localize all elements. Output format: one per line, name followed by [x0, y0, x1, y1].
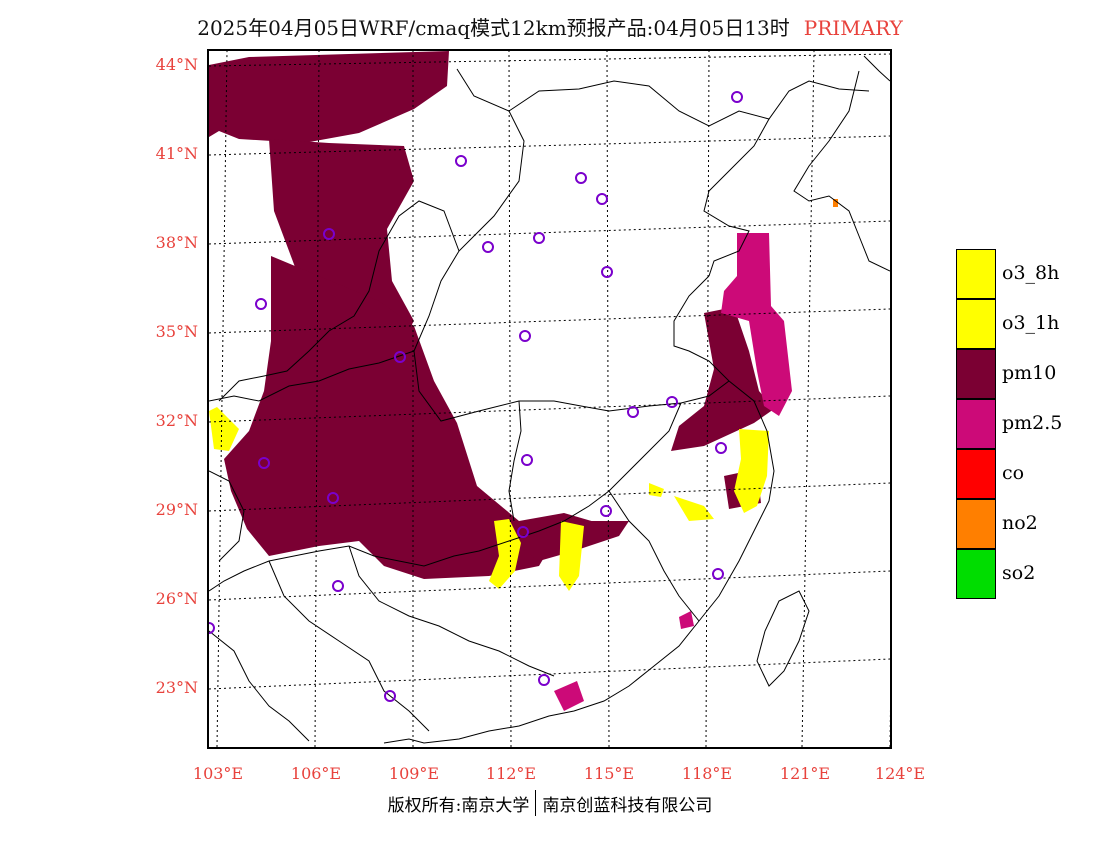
pm25-fujian-patch — [679, 611, 694, 629]
legend-swatch — [956, 449, 996, 499]
legend-swatch — [956, 349, 996, 399]
lat-label-32n: 32°N — [155, 411, 198, 430]
pm25-guangdong-coast — [554, 681, 584, 711]
pm10-region — [209, 51, 774, 579]
legend-swatch — [956, 549, 996, 599]
o3-zhejiang-coast — [734, 429, 769, 513]
footer-left: 版权所有:南京大学 — [387, 795, 530, 816]
legend-swatch — [956, 499, 996, 549]
pm10-north-band — [209, 51, 449, 143]
pm25-region — [554, 233, 792, 711]
lon-label-115e: 115°E — [583, 764, 635, 783]
lat-label-26n: 26°N — [155, 589, 198, 608]
lon-label-112e: 112°E — [485, 764, 537, 783]
lat-label-38n: 38°N — [155, 233, 198, 252]
lat-label-35n: 35°N — [155, 322, 198, 341]
o3-jiangxi-patch — [649, 483, 714, 521]
pollution-map — [209, 51, 890, 747]
map-frame[interactable] — [207, 49, 892, 749]
no2-cell — [833, 199, 838, 207]
lat-label-29n: 29°N — [155, 500, 198, 519]
lat-label-41n: 41°N — [155, 144, 198, 163]
legend-label: pm10 — [1002, 362, 1057, 384]
legend-label: co — [1002, 462, 1025, 484]
lon-label-103e: 103°E — [192, 764, 244, 783]
lat-label-23n: 23°N — [155, 678, 198, 697]
footer-separator — [535, 790, 537, 816]
o3-hunan-patch-a — [489, 519, 521, 589]
legend-swatch — [956, 299, 996, 349]
legend-label: no2 — [1002, 512, 1038, 534]
lon-label-121e: 121°E — [779, 764, 831, 783]
footer-right: 南京创蓝科技有限公司 — [542, 795, 713, 816]
legend-label: so2 — [1002, 562, 1036, 584]
o3-hunan-patch-b — [559, 521, 584, 591]
lat-label-44n: 44°N — [155, 55, 198, 74]
lon-label-124e: 124°E — [874, 764, 926, 783]
title-main: 2025年04月05日WRF/cmaq模式12km预报产品:04月05日13时 — [197, 16, 790, 40]
pm10-jiangsu-coast — [671, 307, 774, 451]
lon-label-118e: 118°E — [681, 764, 733, 783]
boundaries — [209, 55, 890, 744]
legend-swatch — [956, 249, 996, 299]
title-primary-tag: PRIMARY — [803, 16, 903, 40]
legend-label: o3_8h — [1002, 262, 1060, 284]
legend-label: o3_1h — [1002, 312, 1060, 334]
lon-label-106e: 106°E — [290, 764, 342, 783]
o3-region — [209, 407, 769, 591]
pm25-shandong-coast — [721, 233, 792, 416]
legend-label: pm2.5 — [1002, 412, 1063, 434]
lon-label-109e: 109°E — [388, 764, 440, 783]
o3-west-patch — [209, 407, 239, 451]
city-markers — [209, 91, 743, 702]
footer-copyright: 版权所有:南京大学 南京创蓝科技有限公司 — [0, 790, 1100, 816]
pm10-sichuan-basin — [224, 256, 629, 579]
map-title: 2025年04月05日WRF/cmaq模式12km预报产品:04月05日13时 P… — [0, 12, 1100, 41]
legend-swatch — [956, 399, 996, 449]
